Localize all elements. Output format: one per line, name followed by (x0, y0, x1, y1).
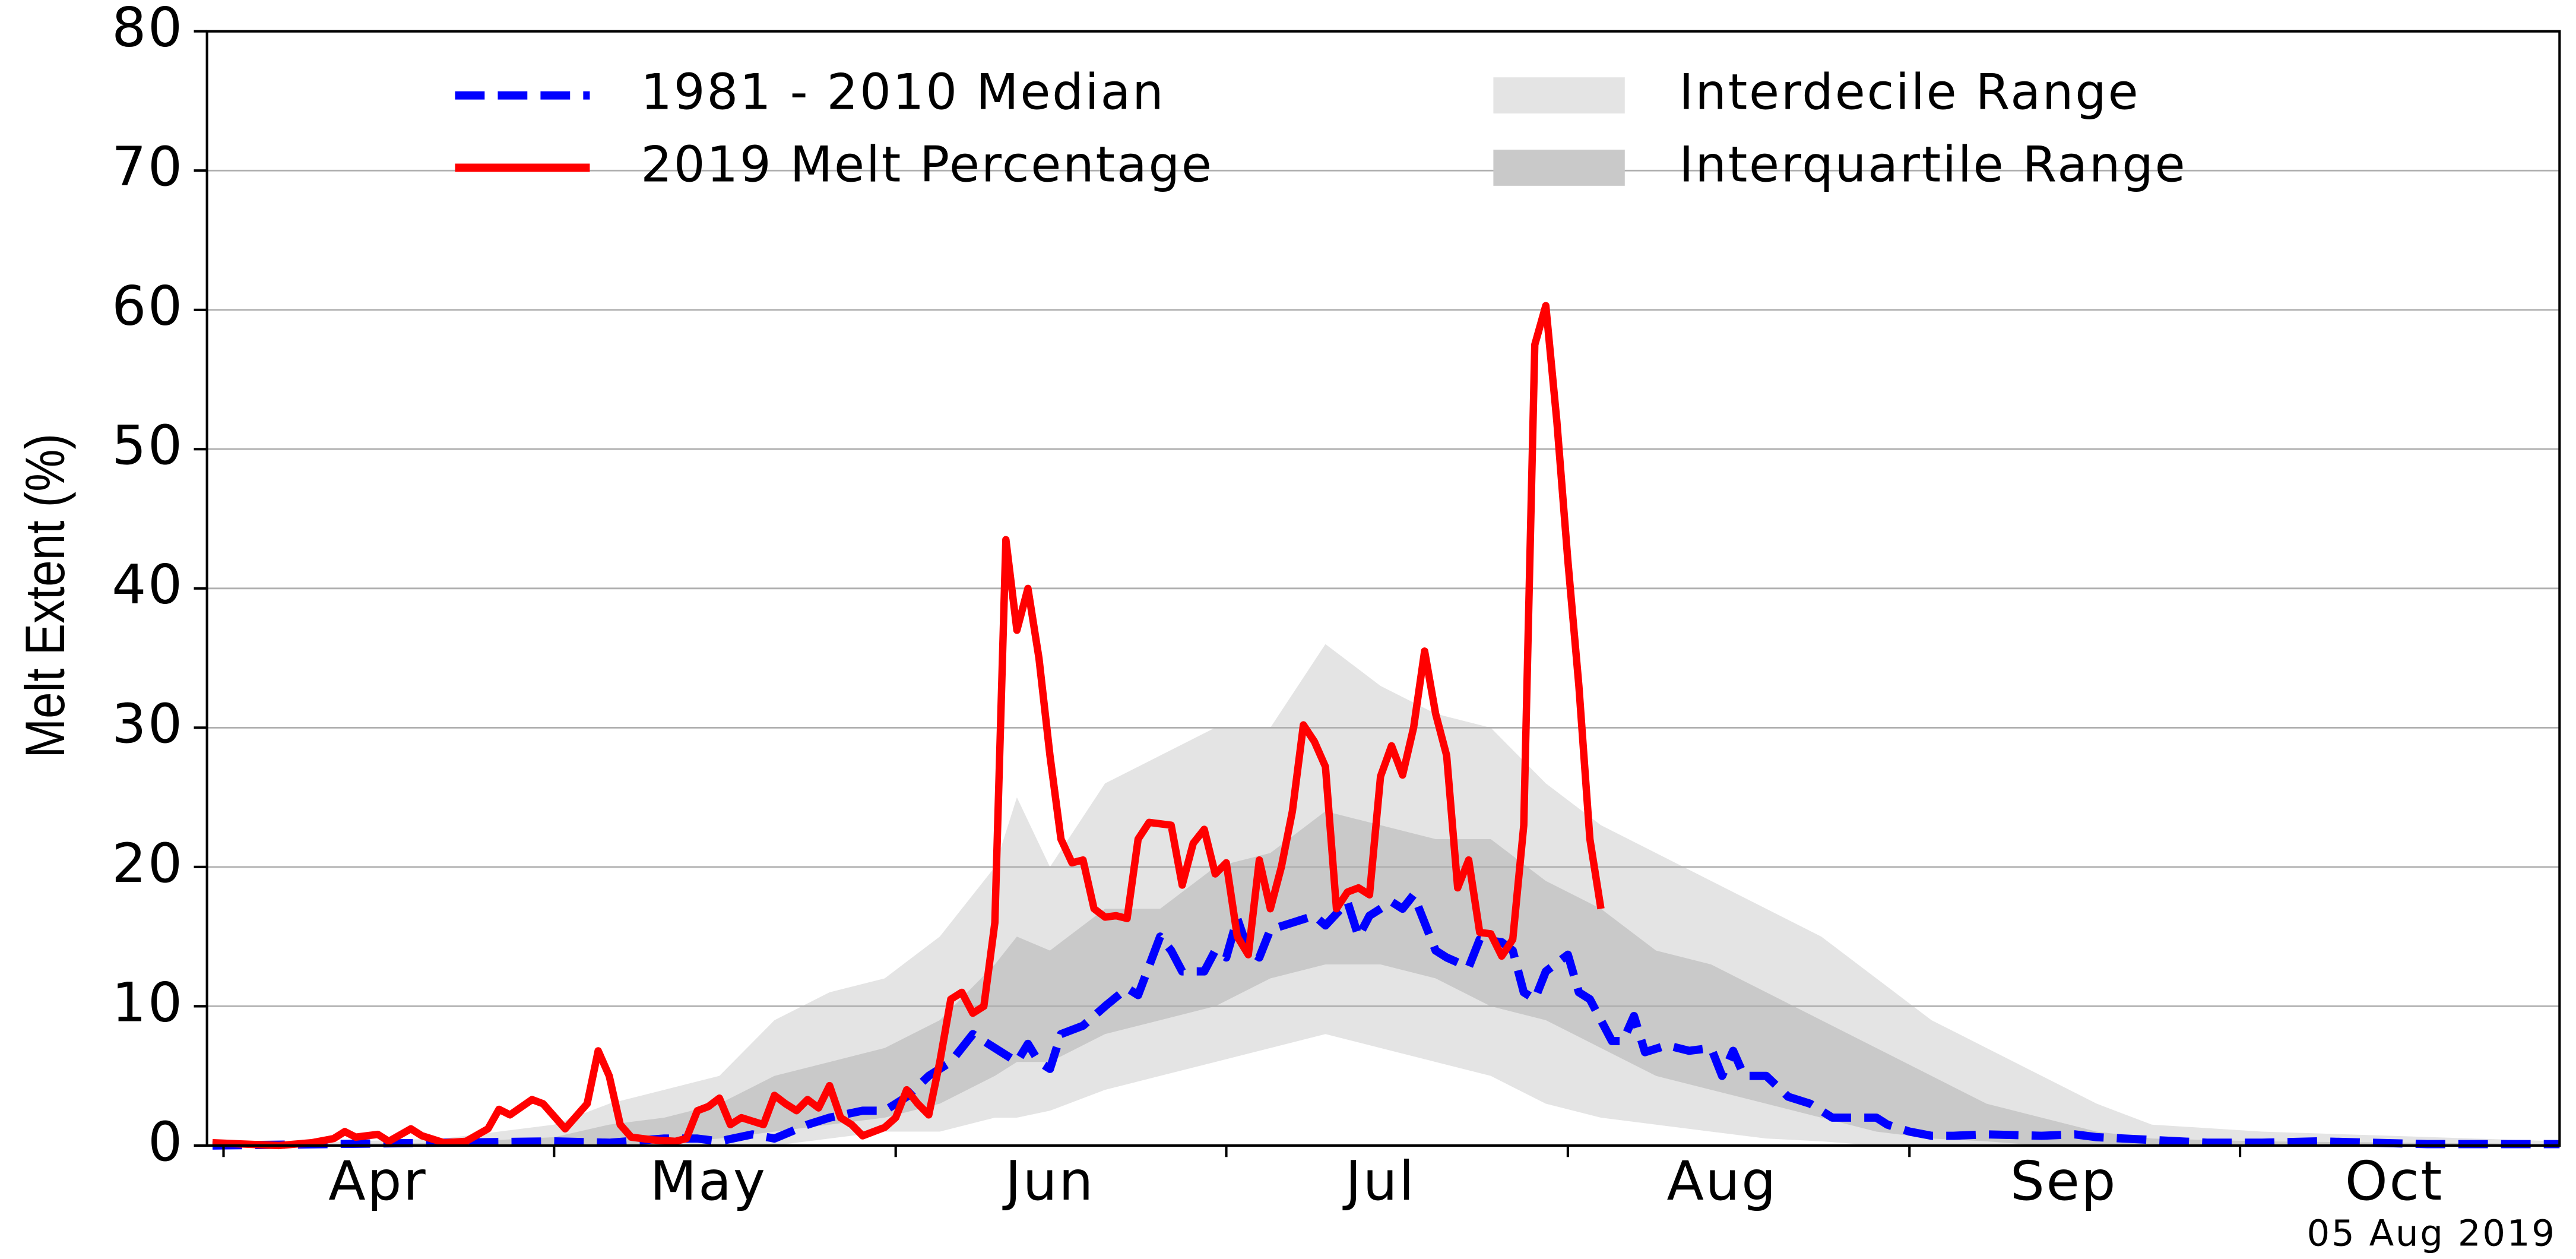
axes: 0 10 20 30 40 50 60 70 80 Apr May Jun Jul Aug Sep Oct 19… (112, 0, 2561, 1213)
x-tick-label: Sep (2010, 1149, 2117, 1213)
legend-label: Interdecile Range (1679, 64, 2140, 121)
x-tick-label: Jun (1002, 1149, 1095, 1213)
y-axis-label: Melt Extent (%) (14, 434, 77, 758)
y-tick-label: 60 (112, 274, 184, 338)
y-tick-label: 20 (112, 831, 184, 895)
y-tick-label: 50 (112, 413, 184, 477)
x-tick-label: Oct (2345, 1149, 2444, 1213)
series-line (212, 890, 2560, 1150)
x-tick-label: Jul (1342, 1149, 1415, 1213)
y-tick-label: 40 (112, 553, 184, 616)
y-tick-label: 10 (112, 970, 184, 1034)
x-tick-label: May (650, 1149, 767, 1213)
legend-label: 1981 - 2010 Median (641, 64, 1165, 121)
plot-frame (205, 30, 2561, 1147)
y-tick-label: 80 (112, 0, 184, 59)
y-tick-label: 30 (112, 692, 184, 755)
legend-swatch (1493, 77, 1625, 114)
series-line (212, 302, 1605, 1150)
legend-label: 2019 Melt Percentage (641, 135, 1213, 193)
x-tick-label: Apr (328, 1149, 427, 1213)
bands (212, 644, 2560, 1146)
lines (212, 302, 2560, 1150)
y-tick-label: 0 (148, 1110, 184, 1173)
legend-swatch (1493, 149, 1625, 186)
annotation: 05 Aug 2019 (2306, 1213, 2556, 1255)
x-tick-label: Aug (1666, 1149, 1777, 1213)
legend-label: Interquartile Range (1679, 135, 2187, 193)
y-tick-label: 70 (112, 135, 184, 198)
band-area (212, 811, 2560, 1146)
